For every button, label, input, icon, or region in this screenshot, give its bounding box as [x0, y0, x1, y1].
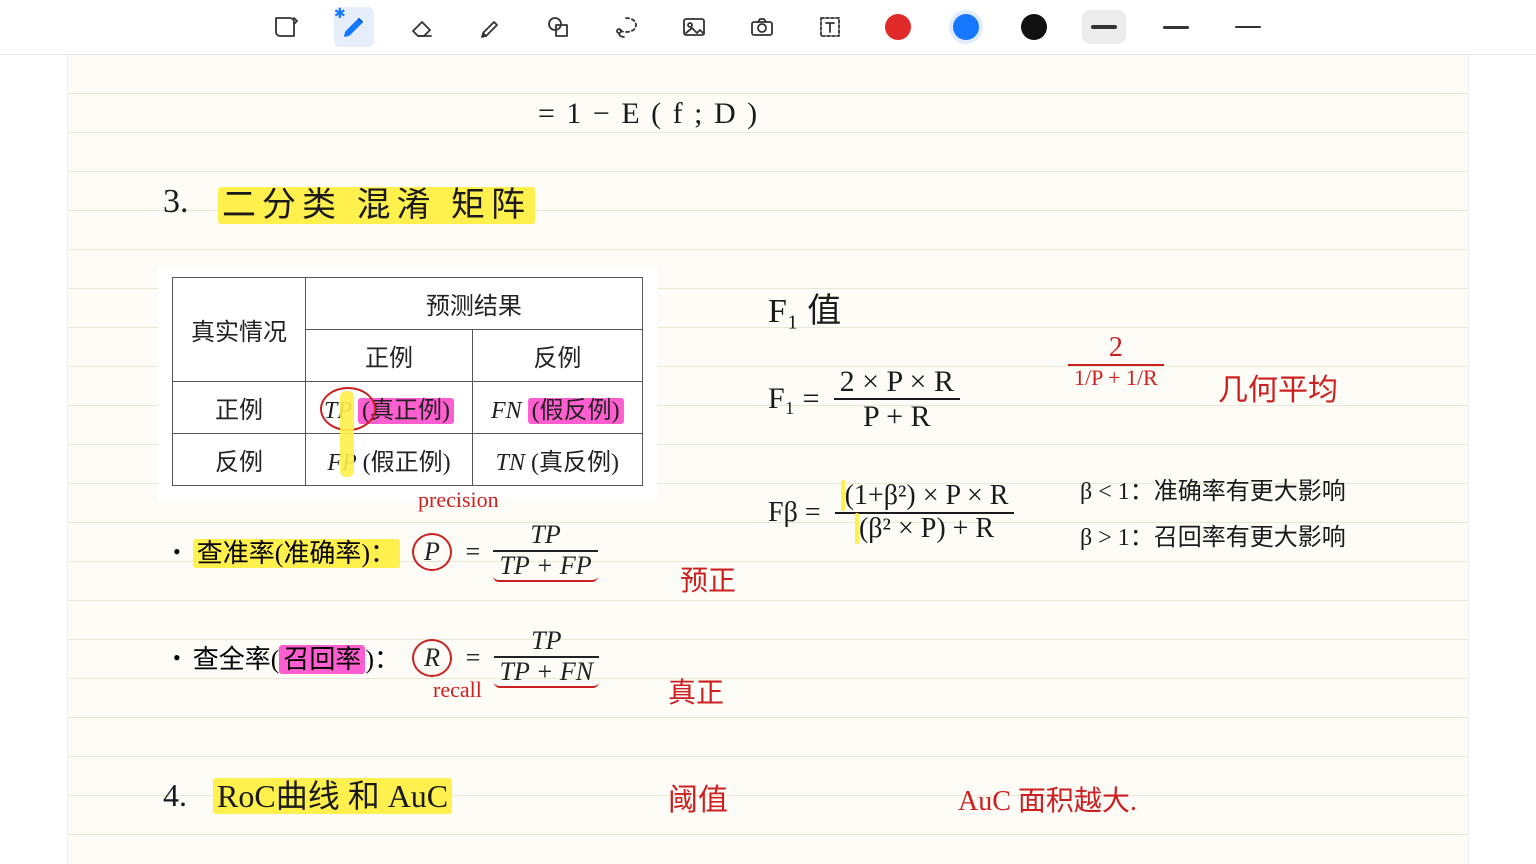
lasso-tool-icon[interactable]	[606, 7, 646, 47]
text-tool-icon[interactable]	[810, 7, 850, 47]
cm-fp-label: (假正例)	[363, 450, 451, 476]
cm-fp-cell: FP (假正例)	[306, 434, 473, 486]
recall-right-note: 真正	[668, 671, 724, 711]
sec4-auc-note: AuC 面积越大.	[958, 779, 1137, 819]
sec4-title: RoC曲线 和 AuC	[213, 778, 452, 814]
fbeta-cond1: β < 1：准确率有更大影响	[1080, 471, 1346, 506]
cm-col-header: 预测结果	[306, 278, 643, 330]
color-red[interactable]	[878, 7, 918, 47]
equation-residual: = 1 − E ( f ; D )	[538, 97, 759, 131]
read-mode-icon[interactable]	[266, 7, 306, 47]
recall-fraction: TP TP + FN	[494, 627, 600, 688]
confusion-matrix: 真实情况 预测结果 正例 反例 正例 TP (真正例) FN (假反例)	[158, 267, 657, 500]
stroke-thin[interactable]	[1226, 10, 1270, 44]
cm-row-header: 真实情况	[173, 278, 306, 382]
sec4-threshold: 阈值	[668, 775, 728, 819]
toolbar: ✱	[0, 0, 1536, 55]
f1-title: F₁ 值	[768, 283, 841, 332]
precision-row: • 查准率(准确率)： P = TP TP + FP	[173, 521, 598, 582]
precision-right-note: 预正	[680, 559, 736, 599]
cm-fn: FN	[491, 398, 522, 424]
recall-symbol: R	[412, 639, 452, 677]
f1-formula: F₁ = 2 × P × R P + R	[768, 365, 960, 433]
stroke-thick[interactable]	[1082, 10, 1126, 44]
highlighter-tool-icon[interactable]	[470, 7, 510, 47]
sec3-num: 3.	[163, 183, 189, 221]
cm-row-neg: 反例	[173, 434, 306, 486]
precision-anno: precision	[418, 487, 499, 513]
cm-row-pos: 正例	[173, 382, 306, 434]
stroke-medium[interactable]	[1154, 10, 1198, 44]
precision-symbol: P	[412, 533, 452, 571]
cm-col-neg: 反例	[473, 330, 643, 382]
cm-fn-label: (假反例)	[528, 398, 624, 424]
pen-tool-icon[interactable]: ✱	[334, 7, 374, 47]
recall-label: 查全率(召回率)：	[193, 639, 400, 676]
eraser-tool-icon[interactable]	[402, 7, 442, 47]
tp-fp-highlight	[340, 391, 354, 477]
f1-alt: 2 1/P + 1/R	[1068, 333, 1164, 390]
precision-fraction: TP TP + FP	[493, 521, 597, 582]
cm-col-pos: 正例	[306, 330, 473, 382]
cm-fn-cell: FN (假反例)	[473, 382, 643, 434]
fbeta-cond2: β > 1：召回率有更大影响	[1080, 517, 1346, 552]
precision-label: 查准率(准确率)：	[193, 533, 400, 570]
insert-image-icon[interactable]	[674, 7, 714, 47]
cm-tn-cell: TN (真反例)	[473, 434, 643, 486]
f1-alt-note: 几何平均	[1218, 365, 1338, 409]
note-page: = 1 − E ( f ; D ) 3. 二分类 混淆 矩阵 真实情况 预测结果…	[68, 55, 1468, 864]
color-black[interactable]	[1014, 7, 1054, 47]
recall-anno: recall	[433, 677, 482, 703]
cm-tn-label: (真反例)	[531, 450, 619, 476]
recall-eq: =	[464, 643, 482, 673]
sec3-title: 二分类 混淆 矩阵	[218, 187, 535, 224]
color-blue[interactable]	[946, 7, 986, 47]
shapes-tool-icon[interactable]	[538, 7, 578, 47]
sec4-num: 4.	[163, 777, 187, 814]
recall-row: • 查全率(召回率)： R = TP TP + FN	[173, 627, 599, 688]
cm-tn: TN	[496, 450, 525, 476]
precision-eq: =	[464, 537, 482, 567]
camera-icon[interactable]	[742, 7, 782, 47]
fbeta-formula: Fβ = ​(1+β²) × P × R ​(β² × P) + R	[768, 481, 1014, 545]
